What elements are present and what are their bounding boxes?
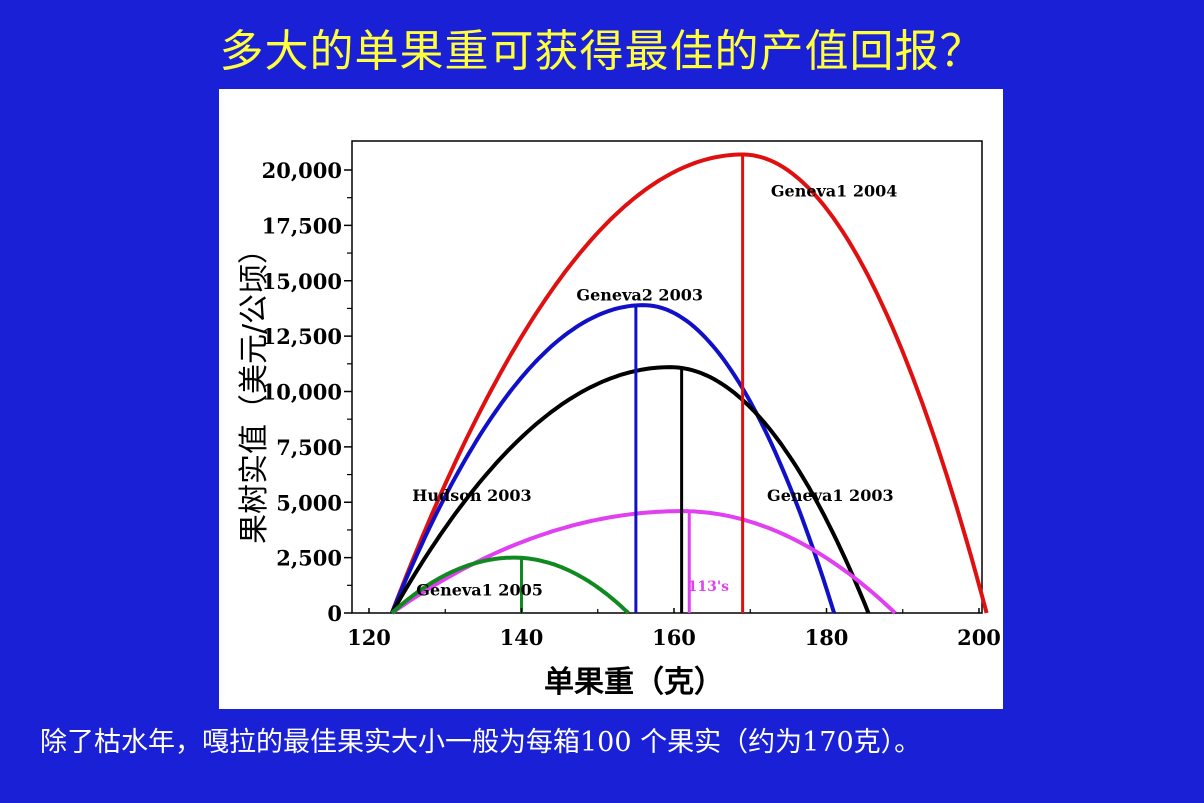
fruit-weight-value-chart: 120 140 160 180 200 0 2,500 5,000 7,500 10,000 12,… xyxy=(237,140,1001,700)
series-line-geneva1-2003 xyxy=(390,365,871,614)
y-tick-label: 0 xyxy=(327,601,342,626)
x-tick-label: 140 xyxy=(500,625,544,650)
slide-caption: 除了枯水年，嘎拉的最佳果实大小一般为每箱100 个果实（约为170克）。 xyxy=(40,727,922,758)
y-tick-label: 10,000 xyxy=(262,380,342,405)
y-axis-label: 果树实值（美元/公顷） xyxy=(237,234,272,544)
plot-area xyxy=(351,140,983,614)
y-tick-label: 5,000 xyxy=(276,490,342,515)
slide-title: 多大的单果重可获得最佳的产值回报？ xyxy=(219,26,985,77)
y-tick-label: 15,000 xyxy=(262,269,342,294)
series-label-geneva1-2004: Geneva1 2004 xyxy=(771,182,898,201)
series-line-geneva1-2005 xyxy=(390,555,630,615)
x-tick-label: 200 xyxy=(957,625,1001,650)
series-label-geneva1-2005: Geneva1 2005 xyxy=(416,580,543,599)
y-tick-label: 12,500 xyxy=(262,324,342,349)
x-tick-label: 180 xyxy=(805,625,849,650)
y-tick-label: 20,000 xyxy=(262,158,342,183)
series-label-geneva1-2003: Geneva1 2003 xyxy=(767,486,894,505)
x-tick-label: 120 xyxy=(347,625,391,650)
series-label-113-s: 113's xyxy=(688,579,730,595)
x-tick-label: 160 xyxy=(652,625,696,650)
series-label-geneva2-2003: Geneva2 2003 xyxy=(576,286,703,305)
series-line-geneva1-2004 xyxy=(390,152,989,614)
y-tick-label: 17,500 xyxy=(262,213,342,238)
y-tick-label: 2,500 xyxy=(276,546,342,571)
series-label-hudson-2003: Hudson 2003 xyxy=(412,486,531,505)
y-tick-label: 7,500 xyxy=(276,435,342,460)
chart-panel: 120 140 160 180 200 0 2,500 5,000 7,500 10,000 12,… xyxy=(219,89,1003,709)
x-axis-label: 单果重（克） xyxy=(544,665,724,700)
